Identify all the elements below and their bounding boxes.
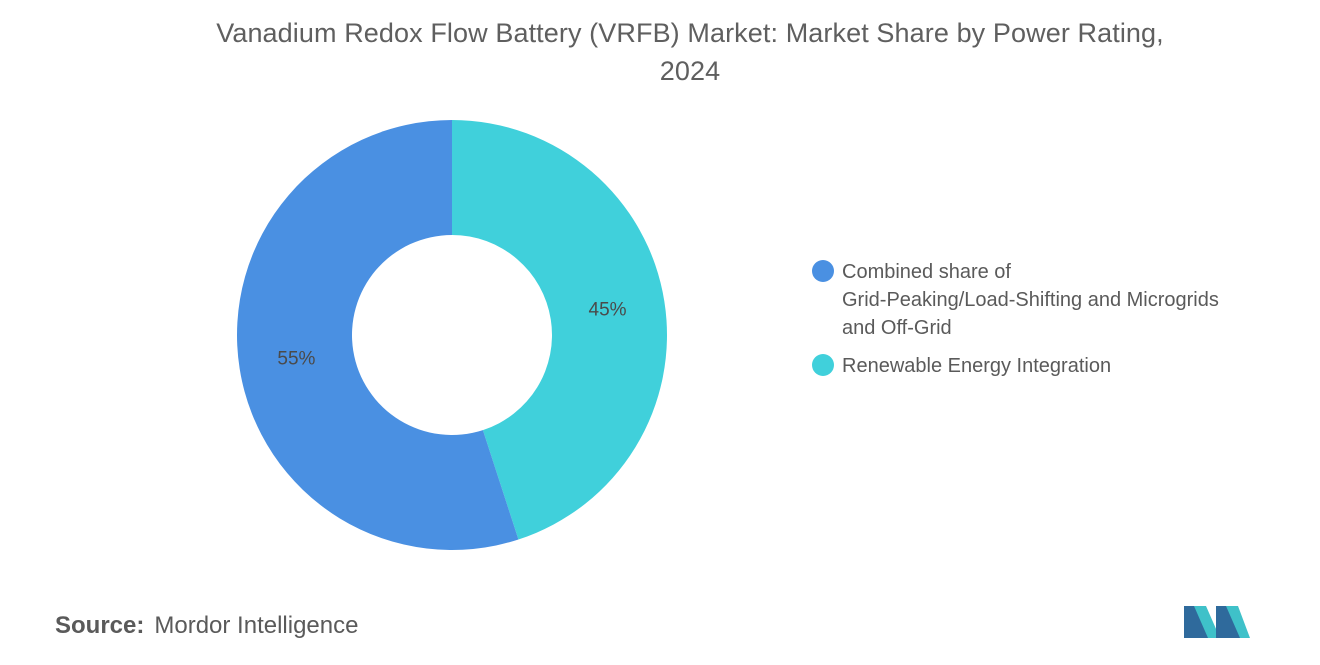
chart-title: Vanadium Redox Flow Battery (VRFB) Marke… [120, 14, 1260, 90]
source-text: Mordor Intelligence [154, 612, 359, 639]
donut-value-labels: 45% 55% [277, 299, 626, 369]
donut-slice-0 [452, 120, 667, 540]
mordor-intelligence-logo-icon [1184, 606, 1250, 638]
chart-title-line1: Vanadium Redox Flow Battery (VRFB) Marke… [216, 18, 1164, 48]
legend-item-combined: Combined share of Grid-Peaking/Load-Shif… [812, 258, 1292, 342]
donut-slices [236, 120, 667, 550]
legend-item-renewable: Renewable Energy Integration [812, 352, 1292, 380]
source-note: Source: Mordor Intelligence [55, 612, 358, 640]
legend-swatch-renewable [812, 354, 834, 376]
slice-value-label-1: 55% [277, 349, 315, 370]
legend-label-renewable: Renewable Energy Integration [842, 355, 1112, 377]
donut-slice-1 [236, 120, 519, 550]
legend: Combined share of Grid-Peaking/Load-Shif… [812, 258, 1292, 390]
legend-label-combined: Combined share of Grid-Peaking/Load-Shif… [842, 261, 1219, 339]
slice-value-label-0: 45% [589, 299, 627, 320]
legend-swatch-combined [812, 260, 834, 282]
source-label: Source: [55, 612, 145, 639]
chart-title-line2: 2024 [659, 56, 721, 86]
